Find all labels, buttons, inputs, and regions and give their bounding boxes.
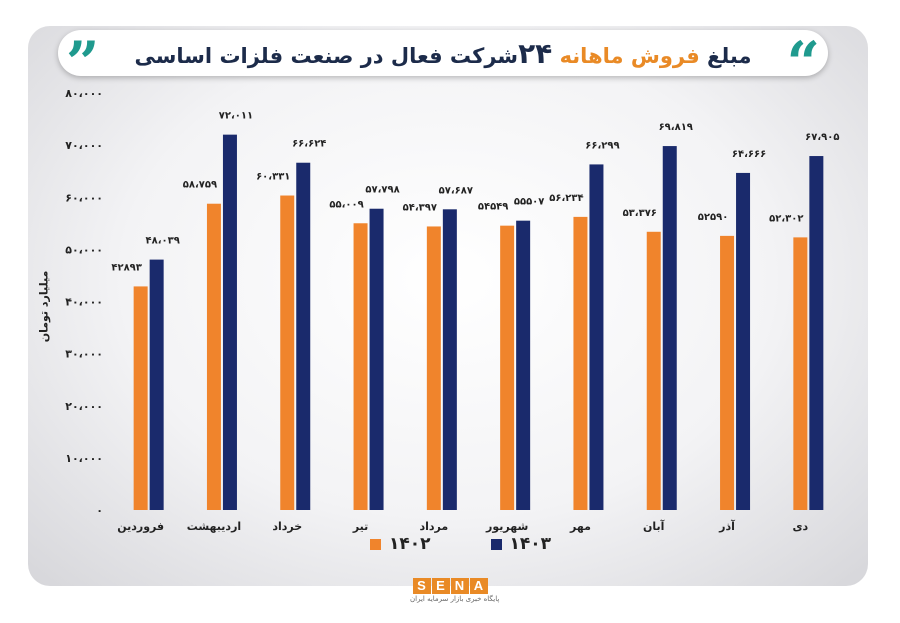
bar-1402 [206, 203, 221, 510]
x-tick-label: تیر [352, 520, 368, 533]
bar-1402 [500, 225, 515, 510]
x-tick-label: آبان [643, 519, 665, 533]
x-tick-label: اردیبهشت [187, 520, 241, 533]
bar-1402 [353, 223, 368, 510]
x-tick-label: دی [792, 520, 808, 533]
x-tick-label: مرداد [419, 520, 448, 533]
logo-letter: E [431, 578, 450, 594]
legend-swatch-1402 [370, 538, 381, 550]
title-bar: “ مبلغ فروش ماهانه ۲۴شرکت فعال در صنعت ف… [58, 30, 828, 92]
bar-1403 [589, 164, 604, 511]
data-label: ۵۷،۷۹۸ [365, 185, 399, 196]
y-tick-label: ۲۰،۰۰۰ [65, 400, 103, 413]
y-tick-label: ۱۰،۰۰۰ [65, 452, 103, 465]
title-part-1: مبلغ [707, 43, 752, 68]
legend: ۱۴۰۲ ۱۴۰۳ [370, 534, 551, 554]
x-tick-label: خرداد [272, 520, 302, 533]
data-label: ۶۰،۳۳۱ [256, 172, 290, 183]
quote-open-icon: “ [786, 29, 820, 97]
data-label: ۶۴،۶۶۶ [732, 149, 766, 160]
title-number: ۲۴ [518, 36, 553, 70]
logo-letter: S [412, 578, 431, 594]
bar-1403 [662, 146, 677, 510]
data-label: ۶۶،۶۲۴ [292, 139, 326, 150]
data-label: ۵۵۵۰۷ [514, 197, 545, 208]
logo-letter: N [450, 578, 469, 594]
chart-title: مبلغ فروش ماهانه ۲۴شرکت فعال در صنعت فلز… [135, 37, 752, 70]
data-label: ۵۲،۳۰۲ [769, 213, 803, 224]
quote-close-icon: ” [66, 29, 100, 97]
title-part-3: ماهانه [559, 43, 624, 68]
bar-1403 [222, 134, 237, 510]
x-tick-label: فروردین [117, 520, 164, 533]
bar-1403 [442, 209, 457, 510]
data-label: ۶۶،۲۹۹ [585, 140, 619, 151]
bar-1403 [149, 259, 164, 510]
y-tick-label: ۰ [96, 504, 103, 517]
y-axis-label: میلیارد تومان [37, 270, 51, 343]
logo-subtitle: پایگاه خبری بازار سرمایه ایران [410, 595, 500, 603]
bar-1403 [369, 208, 384, 511]
x-tick-label: آذر [718, 519, 735, 533]
data-label: ۷۲،۰۱۱ [219, 111, 253, 122]
bar-1402 [426, 226, 441, 511]
bar-1403 [516, 220, 531, 510]
data-label: ۴۲۸۹۳ [111, 262, 142, 273]
y-tick-label: ۶۰،۰۰۰ [65, 191, 103, 204]
bar-1402 [720, 235, 735, 510]
bar-1403 [809, 156, 824, 511]
title-part-2: فروش [630, 43, 700, 68]
data-label: ۵۷،۶۸۷ [439, 185, 473, 196]
legend-swatch-1403 [490, 538, 502, 550]
legend-label-1402: ۱۴۰۲ [389, 534, 431, 554]
sena-logo: S E N A پایگاه خبری بازار سرمایه ایران [410, 578, 500, 603]
y-tick-label: ۳۰،۰۰۰ [65, 348, 103, 361]
data-label: ۶۷،۹۰۵ [805, 132, 839, 143]
y-tick-label: ۷۰،۰۰۰ [65, 139, 103, 152]
data-label: ۵۳،۳۷۶ [623, 208, 657, 219]
bar-1402 [280, 195, 295, 510]
bar-1403 [296, 162, 311, 510]
data-label: ۵۲۵۹۰ [698, 212, 729, 223]
logo-letters: S E N A [410, 578, 490, 594]
title-part-4: شرکت فعال در صنعت فلزات اساسی [134, 43, 519, 68]
bar-1402 [133, 286, 148, 510]
bar-1402 [646, 231, 661, 511]
bar-1402 [793, 237, 808, 510]
legend-item-1403: ۱۴۰۳ [490, 534, 552, 554]
y-tick-label: ۴۰،۰۰۰ [65, 296, 103, 309]
bar-1402 [573, 216, 588, 510]
x-tick-label: مهر [569, 520, 591, 533]
legend-item-1402: ۱۴۰۲ [370, 534, 431, 554]
bar-1403 [736, 172, 751, 511]
data-label: ۵۶،۲۳۴ [549, 193, 583, 204]
data-label: ۴۸،۰۳۹ [145, 236, 179, 247]
y-tick-label: ۸۰،۰۰۰ [65, 87, 103, 100]
data-label: ۵۴،۳۹۷ [403, 202, 437, 213]
y-tick-label: ۵۰،۰۰۰ [65, 243, 103, 256]
data-label: ۵۸،۷۵۹ [183, 180, 217, 191]
data-label: ۵۴۵۴۹ [478, 202, 509, 213]
x-tick-label: شهریور [485, 520, 528, 533]
logo-letter: A [469, 578, 488, 594]
data-label: ۵۵،۰۰۹ [329, 199, 363, 210]
legend-label-1403: ۱۴۰۳ [509, 534, 552, 554]
data-label: ۶۹،۸۱۹ [659, 122, 693, 133]
